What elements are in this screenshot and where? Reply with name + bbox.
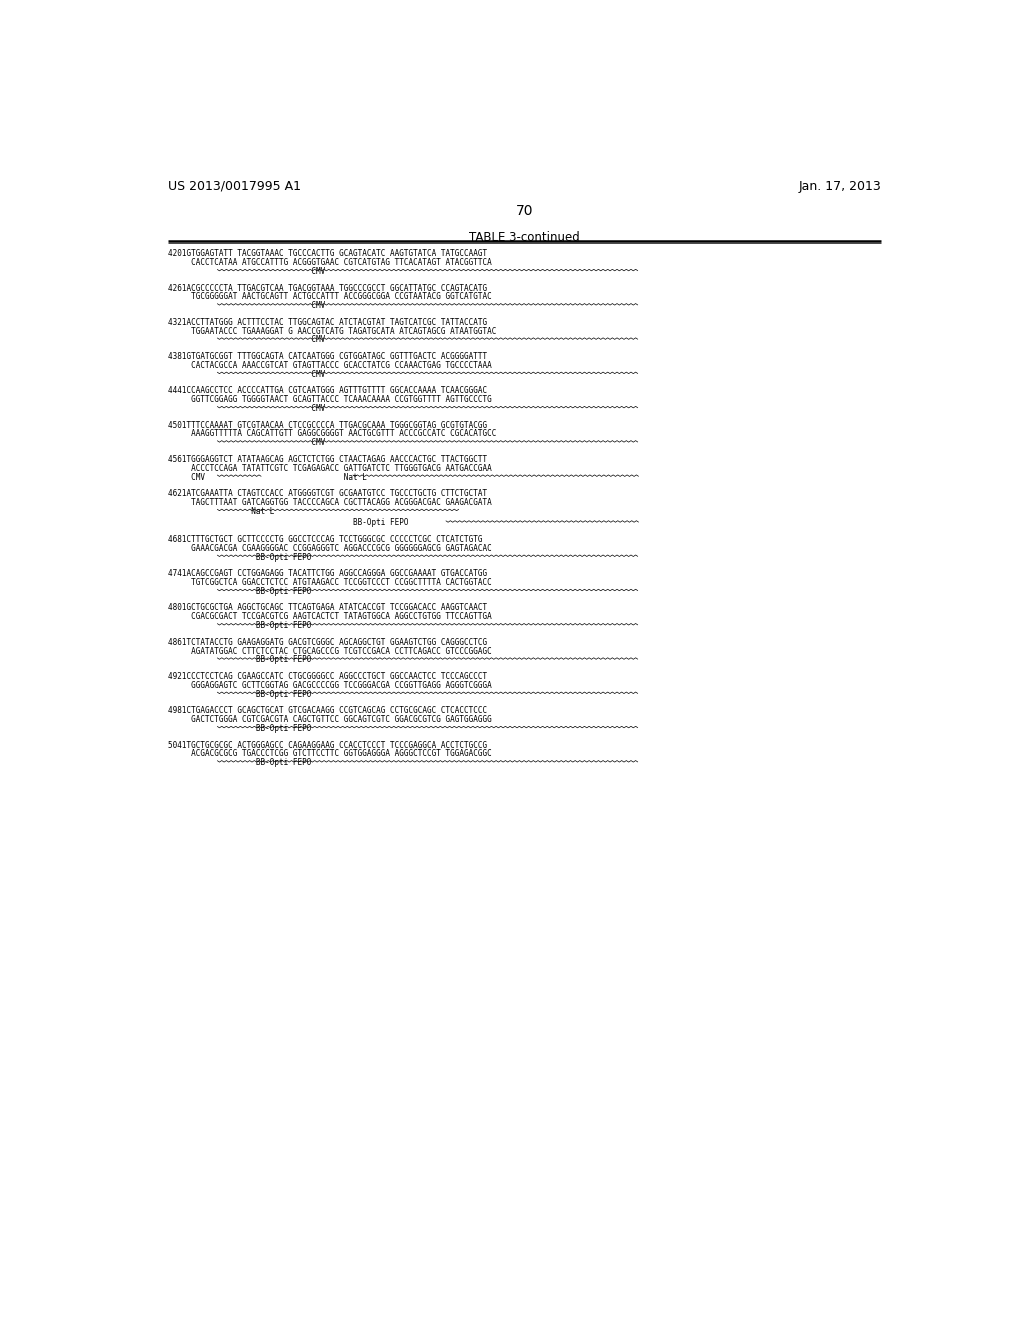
Text: 5041TGCTGCGCGC ACTGGGAGCC CAGAAGGAAG CCACCTCCCT TCCCGAGGCA ACCTCTGCCG: 5041TGCTGCGCGC ACTGGGAGCC CAGAAGGAAG CCA… (168, 741, 487, 750)
Text: CMV                              Nat L: CMV Nat L (168, 473, 368, 482)
Text: CMV: CMV (168, 301, 326, 310)
Text: 4201GTGGAGTATT TACGGTAAAC TGCCCACTTG GCAGTACATC AAGTGTATCA TATGCCAAGT: 4201GTGGAGTATT TACGGTAAAC TGCCCACTTG GCA… (168, 249, 487, 259)
Text: GACTCTGGGA CGTCGACGTA CAGCTGTTCC GGCAGTCGTC GGACGCGTCG GAGTGGAGGG: GACTCTGGGA CGTCGACGTA CAGCTGTTCC GGCAGTC… (168, 715, 493, 725)
Text: TGCGGGGGAT AACTGCAGTT ACTGCCATTT ACCGGGCGGA CCGTAATACG GGTCATGTAC: TGCGGGGGAT AACTGCAGTT ACTGCCATTT ACCGGGC… (168, 293, 493, 301)
Text: BB-Opti FEPO: BB-Opti FEPO (168, 689, 311, 698)
Text: 4261ACGCCCCCTA TTGACGTCAA TGACGGTAAA TGGCCCGCCT GGCATTATGC CCAGTACATG: 4261ACGCCCCCTA TTGACGTCAA TGACGGTAAA TGG… (168, 284, 487, 293)
Text: CACTACGCCA AAACCGTCAT GTAGTTACCC GCACCTATCG CCAAACTGAG TGCCCCTAAA: CACTACGCCA AAACCGTCAT GTAGTTACCC GCACCTA… (168, 360, 493, 370)
Text: 4801GCTGCGCTGA AGGCTGCAGC TTCAGTGAGA ATATCACCGT TCCGGACACC AAGGTCAACT: 4801GCTGCGCTGA AGGCTGCAGC TTCAGTGAGA ATA… (168, 603, 487, 612)
Text: 4501TTTCCAAAAT GTCGTAACAA CTCCGCCCCA TTGACGCAAA TGGGCGGTAG GCGTGTACGG: 4501TTTCCAAAAT GTCGTAACAA CTCCGCCCCA TTG… (168, 421, 487, 429)
Text: 4681CTTTGCTGCT GCTTCCCCTG GGCCTCCCAG TCCTGGGCGC CCCCCTCGC CTCATCTGTG: 4681CTTTGCTGCT GCTTCCCCTG GGCCTCCCAG TCC… (168, 535, 482, 544)
Text: BB-Opti FEPO: BB-Opti FEPO (168, 622, 311, 630)
Text: CMV: CMV (168, 335, 326, 345)
Text: ACGACGCGCG TGACCCTCGG GTCTTCCTTC GGTGGAGGGA AGGGCTCCGT TGGAGACGGC: ACGACGCGCG TGACCCTCGG GTCTTCCTTC GGTGGAG… (168, 750, 493, 759)
Text: Jan. 17, 2013: Jan. 17, 2013 (799, 180, 882, 193)
Text: 4441CCAAGCCTCC ACCCCATTGA CGTCAATGGG AGTTTGTTTT GGCACCAAAA TCAACGGGAC: 4441CCAAGCCTCC ACCCCATTGA CGTCAATGGG AGT… (168, 387, 487, 395)
Text: TABLE 3-continued: TABLE 3-continued (469, 231, 581, 244)
Text: BB-Opti FEPO: BB-Opti FEPO (168, 758, 311, 767)
Text: TAGCTTTAAT GATCAGGTGG TACCCCAGCA CGCTTACAGG ACGGGACGAC GAAGACGATA: TAGCTTTAAT GATCAGGTGG TACCCCAGCA CGCTTAC… (168, 498, 493, 507)
Text: AGATATGGAC CTTCTCCTAC CTGCAGCCCG TCGTCCGACA CCTTCAGACC GTCCCGGAGC: AGATATGGAC CTTCTCCTAC CTGCAGCCCG TCGTCCG… (168, 647, 493, 656)
Text: GAAACGACGA CGAAGGGGAC CCGGAGGGTC AGGACCCGCG GGGGGGAGCG GAGTAGACAC: GAAACGACGA CGAAGGGGAC CCGGAGGGTC AGGACCC… (168, 544, 493, 553)
Text: GGTTCGGAGG TGGGGTAACT GCAGTTACCC TCAAACAAAA CCGTGGTTTT AGTTGCCCTG: GGTTCGGAGG TGGGGTAACT GCAGTTACCC TCAAACA… (168, 395, 493, 404)
Text: ACCCTCCAGA TATATTCGTC TCGAGAGACC GATTGATCTC TTGGGTGACG AATGACCGAA: ACCCTCCAGA TATATTCGTC TCGAGAGACC GATTGAT… (168, 463, 493, 473)
Text: BB-Opti FEPO: BB-Opti FEPO (168, 723, 311, 733)
Text: 4321ACCTTATGGG ACTTTCCTAC TTGGCAGTAC ATCTACGTAT TAGTCATCGC TATTACCATG: 4321ACCTTATGGG ACTTTCCTAC TTGGCAGTAC ATC… (168, 318, 487, 327)
Text: CACCTCATAA ATGCCATTTG ACGGGTGAAC CGTCATGTAG TTCACATAGT ATACGGTTCA: CACCTCATAA ATGCCATTTG ACGGGTGAAC CGTCATG… (168, 259, 493, 267)
Text: 4981CTGAGACCCT GCAGCTGCAT GTCGACAAGG CCGTCAGCAG CCTGCGCAGC CTCACCTCCC: 4981CTGAGACCCT GCAGCTGCAT GTCGACAAGG CCG… (168, 706, 487, 715)
Text: CGACGCGACT TCCGACGTCG AAGTCACTCT TATAGTGGCA AGGCCTGTGG TTCCAGTTGA: CGACGCGACT TCCGACGTCG AAGTCACTCT TATAGTG… (168, 612, 493, 622)
Text: Nat L: Nat L (168, 507, 274, 516)
Text: CMV: CMV (168, 404, 326, 413)
Text: 4561TGGGAGGTCT ATATAAGCAG AGCTCTCTGG CTAACTAGAG AACCCACTGC TTACTGGCTT: 4561TGGGAGGTCT ATATAAGCAG AGCTCTCTGG CTA… (168, 455, 487, 463)
Text: BB-Opti FEPO: BB-Opti FEPO (168, 656, 311, 664)
Text: BB-Opti FEPO: BB-Opti FEPO (168, 587, 311, 595)
Text: CMV: CMV (168, 438, 326, 447)
Text: 70: 70 (516, 203, 534, 218)
Text: GGGAGGAGTC GCTTCGGTAG GACGCCCCGG TCCGGGACGA CCGGTTGAGG AGGGTCGGGA: GGGAGGAGTC GCTTCGGTAG GACGCCCCGG TCCGGGA… (168, 681, 493, 690)
Text: 4921CCCTCCTCAG CGAAGCCATC CTGCGGGGCC AGGCCCTGCT GGCCAACTCC TCCCAGCCCT: 4921CCCTCCTCAG CGAAGCCATC CTGCGGGGCC AGG… (168, 672, 487, 681)
Text: 4381GTGATGCGGT TTTGGCAGTA CATCAATGGG CGTGGATAGC GGTTTGACTC ACGGGGATTT: 4381GTGATGCGGT TTTGGCAGTA CATCAATGGG CGT… (168, 352, 487, 362)
Text: US 2013/0017995 A1: US 2013/0017995 A1 (168, 180, 301, 193)
Text: 4861TCTATACCTG GAAGAGGATG GACGTCGGGC AGCAGGCTGT GGAAGTCTGG CAGGGCCTCG: 4861TCTATACCTG GAAGAGGATG GACGTCGGGC AGC… (168, 638, 487, 647)
Text: TGGAATACCC TGAAAGGAT G AACCGTCATG TAGATGCATA ATCAGTAGCG ATAATGGTAC: TGGAATACCC TGAAAGGAT G AACCGTCATG TAGATG… (168, 326, 497, 335)
Text: AAAGGTTTTTA CAGCATTGTT GAGGCGGGGT AACTGCGTTT ACCCGCCATC CGCACATGCC: AAAGGTTTTTA CAGCATTGTT GAGGCGGGGT AACTGC… (168, 429, 497, 438)
Text: BB-Opti FEPO: BB-Opti FEPO (168, 519, 409, 528)
Text: TGTCGGCTCA GGACCTCTCC ATGTAAGACC TCCGGTCCCT CCGGCTTTTA CACTGGTACC: TGTCGGCTCA GGACCTCTCC ATGTAAGACC TCCGGTC… (168, 578, 493, 587)
Text: 4741ACAGCCGAGT CCTGGAGAGG TACATTCTGG AGGCCAGGGA GGCCGAAAAT GTGACCATGG: 4741ACAGCCGAGT CCTGGAGAGG TACATTCTGG AGG… (168, 569, 487, 578)
Text: 4621ATCGAAATTA CTAGTCCACC ATGGGGTCGT GCGAATGTCC TGCCCTGCTG CTTCTGCTAT: 4621ATCGAAATTA CTAGTCCACC ATGGGGTCGT GCG… (168, 490, 487, 498)
Text: BB-Opti FEPO: BB-Opti FEPO (168, 553, 311, 561)
Text: CMV: CMV (168, 267, 326, 276)
Text: CMV: CMV (168, 370, 326, 379)
